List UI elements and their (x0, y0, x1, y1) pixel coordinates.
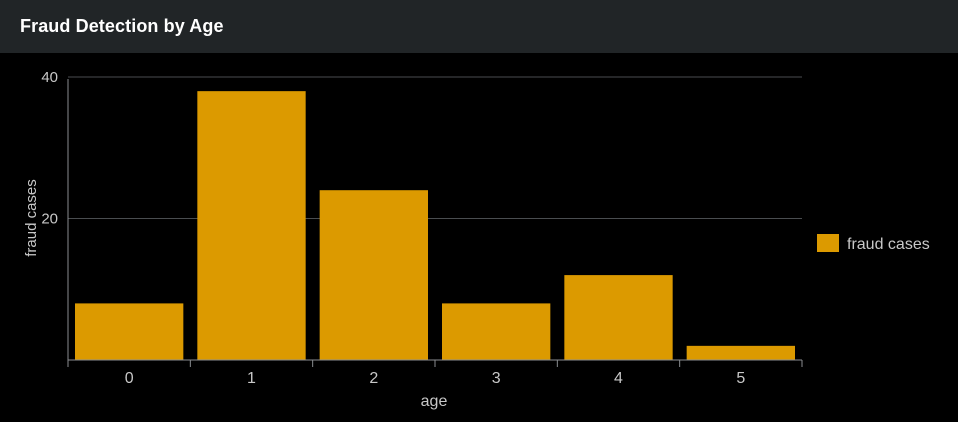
y-tick-label-20: 20 (41, 211, 58, 228)
tick-labels: 20 40 0 1 2 3 4 5 (41, 69, 745, 387)
bar-chart: 20 40 0 1 2 3 4 5 fraud cases age fraud cases (23, 69, 930, 410)
bar-2[interactable] (319, 190, 428, 360)
x-tick-label-2: 2 (369, 370, 378, 387)
x-axis-title: age (421, 393, 448, 410)
legend-label: fraud cases (847, 236, 930, 253)
grid-lines (68, 76, 802, 219)
bars (75, 91, 795, 361)
bar-4[interactable] (564, 275, 673, 360)
x-tick-label-1: 1 (247, 370, 256, 387)
legend-swatch (817, 234, 839, 252)
bar-5[interactable] (686, 345, 795, 360)
x-tick-label-4: 4 (614, 370, 623, 387)
panel-title: Fraud Detection by Age (20, 16, 224, 36)
bar-3[interactable] (442, 303, 551, 360)
x-tick-label-5: 5 (736, 370, 745, 387)
y-tick-label-40: 40 (41, 69, 58, 86)
x-tick-label-3: 3 (492, 370, 501, 387)
y-axis-title: fraud cases (23, 179, 40, 257)
bar-1[interactable] (197, 91, 306, 361)
legend[interactable]: fraud cases (817, 234, 930, 253)
x-tick-label-0: 0 (125, 370, 134, 387)
axes (67, 79, 803, 367)
panel-header: Fraud Detection by Age (0, 0, 958, 53)
bar-0[interactable] (75, 303, 184, 360)
chart-area: 20 40 0 1 2 3 4 5 fraud cases age fraud cases (0, 53, 958, 422)
